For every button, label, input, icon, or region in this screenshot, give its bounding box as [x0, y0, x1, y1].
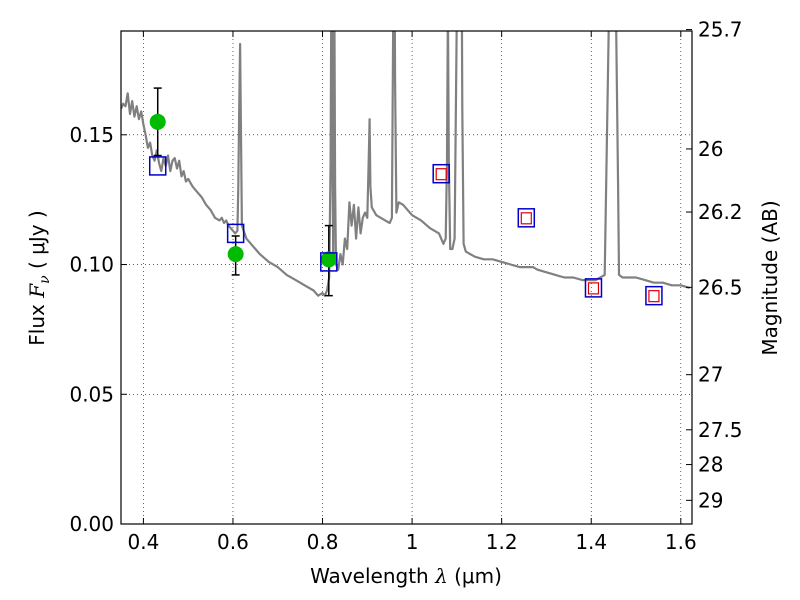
y2-tick-label-2: 26.2 [698, 200, 743, 224]
observed-point-0 [149, 113, 166, 130]
model-square-1 [226, 223, 245, 244]
limit-square-1 [520, 212, 532, 225]
model-square-3 [432, 163, 450, 184]
model-square-6 [645, 285, 663, 306]
y-tick-label-1: 0.05 [69, 382, 114, 406]
observed-point-1 [227, 246, 244, 263]
x-tick-label-5: 1.4 [575, 530, 607, 554]
marker-layer [148, 87, 663, 306]
model-square-5 [584, 278, 603, 298]
plot-background [121, 31, 692, 524]
y2-tick-label-5: 27.5 [698, 418, 743, 442]
x-tick-label-0: 0.4 [127, 530, 159, 554]
spectrum-layer [121, 31, 691, 297]
x-tick-label-3: 1 [406, 530, 419, 554]
y-tick-label-2: 0.10 [69, 253, 114, 277]
y2-tick-label-0: 25.7 [698, 18, 743, 42]
y-tick-label-0: 0.00 [69, 512, 114, 536]
y2-tick-label-7: 29 [698, 488, 723, 512]
y-axis-title: Flux Fν ( μJy ) [25, 210, 53, 345]
y-tick-label-3: 0.15 [69, 123, 114, 147]
x-axis-title: Wavelength λ (μm) [310, 564, 502, 588]
model-square-0 [148, 156, 167, 176]
observed-point-2 [320, 251, 337, 268]
x-tick-label-2: 0.8 [307, 530, 339, 554]
y2-axis-title: Magnitude (AB) [758, 200, 782, 355]
spectrum-line [121, 31, 691, 297]
limit-square-0 [435, 168, 447, 181]
plot-frame [120, 30, 693, 525]
x-tick-label-1: 0.6 [217, 530, 249, 554]
y2-tick-label-3: 26.5 [698, 275, 743, 299]
x-tick-label-6: 1.6 [665, 530, 697, 554]
axis-ticks: 0.4 0.6 0.8 1 1.2 1.4 1.6 0.00 0.05 0.10 0.15 25.7 2… [69, 18, 742, 554]
model-square-4 [517, 208, 536, 228]
y2-tick-label-1: 26 [698, 137, 723, 161]
limit-square-3 [648, 290, 660, 303]
y2-tick-label-6: 28 [698, 453, 723, 477]
y2-tick-label-4: 27 [698, 363, 723, 387]
model-square-2 [320, 252, 338, 272]
x-tick-label-4: 1.2 [486, 530, 518, 554]
limit-square-2 [587, 282, 600, 295]
